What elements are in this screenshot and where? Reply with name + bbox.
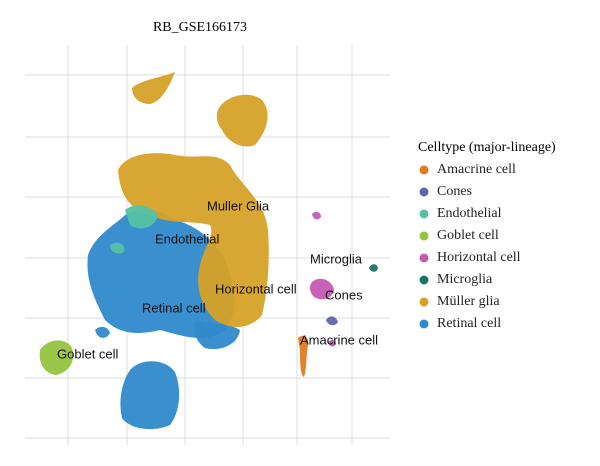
legend-label: Goblet cell (437, 228, 499, 243)
legend-marker (419, 319, 429, 329)
chart-title: RB_GSE166173 (153, 20, 247, 35)
cluster-region (326, 316, 338, 326)
legend-label: Endothelial (437, 206, 502, 221)
cluster-region (120, 361, 180, 430)
cluster-region (118, 153, 269, 327)
cluster-label: Amacrine cell (300, 332, 378, 347)
cluster-region (328, 339, 336, 347)
legend-title: Celltype (major-lineage) (418, 140, 556, 155)
legend: Amacrine cell Cones Endothelial Goblet cell… (419, 162, 521, 331)
legend-marker (419, 209, 429, 219)
cluster-region (95, 326, 110, 338)
legend-label: Müller glia (437, 294, 500, 309)
cluster-region (312, 211, 321, 220)
legend-marker (419, 275, 429, 285)
cluster-region (369, 264, 378, 272)
legend-label: Retinal cell (437, 316, 501, 331)
legend-label: Cones (437, 184, 472, 199)
grid (25, 45, 390, 445)
cluster-label: Microglia (310, 251, 363, 266)
cluster-region (125, 205, 158, 229)
legend-marker (419, 231, 429, 241)
cluster-region (309, 278, 334, 300)
cluster-region (132, 72, 175, 104)
cluster-label: Muller Glia (207, 198, 270, 213)
clusters (39, 72, 378, 430)
legend-label: Amacrine cell (437, 162, 516, 177)
legend-marker (419, 187, 429, 197)
legend-marker (419, 165, 429, 175)
cluster-label: Horizontal cell (215, 281, 297, 296)
cluster-region (194, 320, 240, 350)
cluster-region (110, 242, 125, 254)
cluster-label: Goblet cell (57, 346, 119, 361)
cluster-region (39, 340, 74, 375)
cluster-region (216, 94, 268, 147)
cluster-label: Endothelial (155, 231, 219, 246)
cluster-label: Cones (325, 287, 363, 302)
legend-label: Horizontal cell (437, 250, 521, 265)
cluster-label: Retinal cell (142, 300, 206, 315)
cluster-region (298, 336, 309, 377)
legend-marker (419, 253, 429, 263)
legend-label: Microglia (437, 272, 493, 287)
legend-marker (419, 297, 429, 307)
cluster-region (87, 209, 235, 338)
annotations: Muller Glia Endothelial Microglia Horizonta… (57, 198, 378, 361)
